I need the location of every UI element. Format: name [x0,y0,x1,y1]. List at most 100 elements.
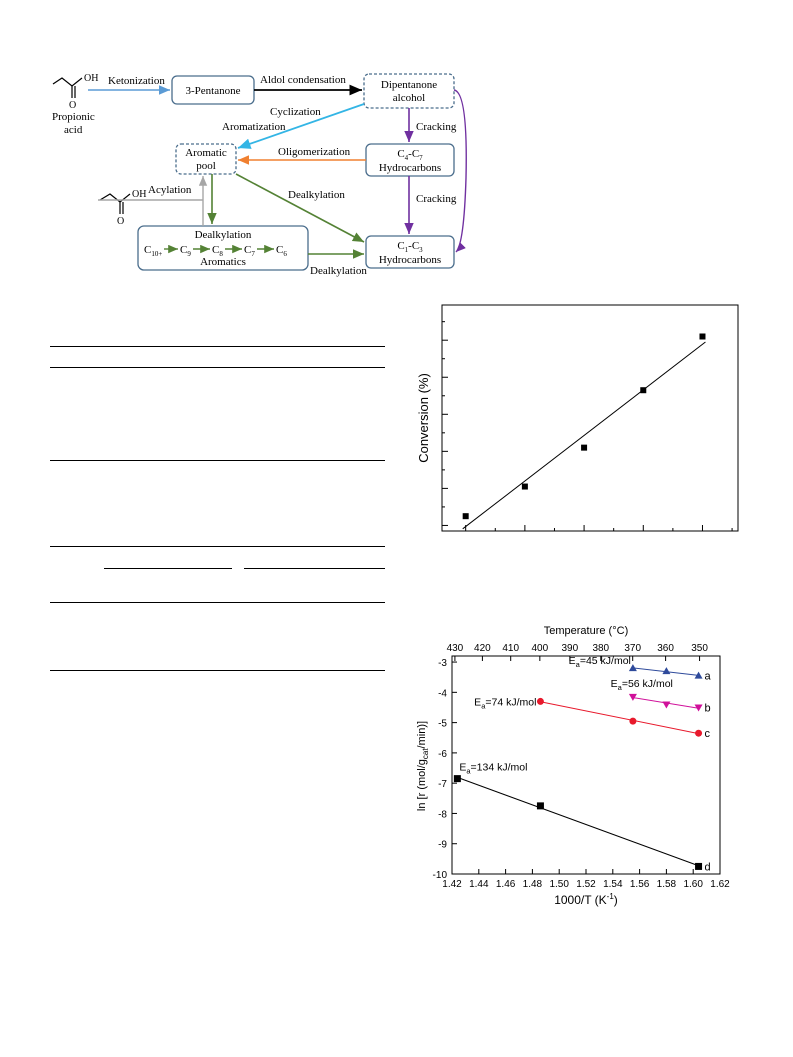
series-d-point [453,775,461,783]
series-b-point [662,701,671,709]
cyclization-arrow [237,103,365,149]
ketonization-label: Ketonization [108,75,165,87]
cyclization-label: Cyclization [270,106,321,118]
c1c3-box [365,235,455,269]
acylation-label: Acylation [148,184,192,196]
y-tick-label: -3 [438,658,447,669]
aromatic-pool-label-1: Aromatic [185,147,227,159]
series-c-point [536,697,544,705]
o-label: O [69,100,76,111]
table1-bottom-rule [50,460,385,461]
propionic-acid-label-2: acid [64,124,83,136]
aromatization-label: Aromatization [222,121,286,133]
top-tick-label: 380 [592,643,609,654]
dealkylation-diag-label: Dealkylation [288,189,345,201]
propionic-acid-structure-2 [99,193,131,214]
conversion-points [462,333,706,520]
svg-text:C6: C6 [276,244,287,258]
series-b-label: b [705,702,711,714]
top-tick-label: 430 [447,643,464,654]
x-tick-label: 1.56 [630,879,650,890]
series-c-ea-label: Ea=74 kJ/mol [474,696,536,710]
table1-top-rule [50,346,385,347]
cracking-curve-arrow [453,89,467,253]
aldol-label: Aldol condensation [260,74,346,86]
temperature-axis-label: Temperature (°C) [544,625,628,637]
dealkylation-diag-arrow [235,173,365,243]
data-point [462,513,469,520]
arrhenius-series: a b c d Ea=45 kJ/mol Ea=56 kJ/mol Ea=74 kJ/mol… [453,655,712,873]
x-tick-label: 1.54 [603,879,623,890]
series-b-point [628,693,637,701]
series-b: b [628,693,711,714]
data-point [521,483,528,490]
series-c-fit [540,701,699,735]
y-tick-label: -4 [438,688,447,699]
x-tick-label: 1.42 [442,879,462,890]
top-tick-label: 360 [657,643,674,654]
data-point [699,333,706,340]
aromatic-pool-label-2: pool [196,160,216,172]
series-d-fit [457,776,699,867]
c1c3-label-1: C1-C3 [397,240,423,254]
series-a-label: a [705,671,712,683]
series-a: a [628,664,712,683]
table1-header-rule [50,367,385,368]
reaction-scheme: OH O Propionic acid 3-Pentanone Dipentan… [52,73,467,277]
y-tick-label: -6 [438,749,447,760]
series-d-label: d [705,861,711,873]
svg-text:C7: C7 [244,244,255,258]
series-a-ea-label: Ea=45 kJ/mol [569,655,631,669]
table2-group-rule-2 [244,568,385,569]
aromatic-pool-box [175,143,237,175]
conversion-chart: Conversion (%) [416,304,739,532]
table2-group-rule-1 [104,568,232,569]
y-tick-label: -10 [433,870,448,881]
pentanone-label: 3-Pentanone [186,85,241,97]
x-tick-label: 1.62 [710,879,730,890]
propionic-acid-structure [52,77,83,98]
conversion-fit-line [462,341,706,530]
series-d: d [453,775,711,873]
data-point [581,444,588,451]
svg-text:C8: C8 [212,244,223,258]
conversion-plot-frame [441,304,739,532]
propionic-acid-label-1: Propionic [52,111,95,123]
x-tick-label: 1.58 [657,879,677,890]
series-c-point [629,717,637,725]
dealkylation-top-label: Dealkylation [195,229,252,241]
conversion-ylabel: Conversion (%) [416,373,431,463]
x-tick-label: 1.44 [469,879,489,890]
top-tick-label: 350 [691,643,708,654]
aromatics-label: Aromatics [200,256,246,268]
y-tick-label: -5 [438,719,447,730]
aromatics-chain: C10+ C9 C8 C7 C6 [144,244,287,258]
series-b-ea-label: Ea=56 kJ/mol [611,678,673,692]
series-d-point [536,802,544,810]
y-tick-label: -7 [438,779,447,790]
arrhenius-ylabel: ln [r (mol/gcat/min)] [416,721,430,811]
series-b-point [694,704,703,712]
table2-top-rule [50,546,385,547]
arrhenius-xlabel: 1000/T (K-1) [554,892,618,907]
top-tick-label: 390 [562,643,579,654]
cracking-label-1: Cracking [416,121,457,133]
series-c: c [536,697,711,740]
x-tick-label: 1.52 [576,879,596,890]
c4c7-label-2: Hydrocarbons [379,162,441,174]
arrhenius-chart: Temperature (°C) ln [r (mol/gcat/min)] 1… [416,625,730,907]
fit-line [462,341,706,530]
top-tick-label: 420 [474,643,491,654]
data-point [640,387,647,394]
series-a-point [694,671,703,679]
series-d-ea-label: Ea=134 kJ/mol [459,762,527,776]
series-a-point [628,664,637,672]
c4c7-label-1: C4-C7 [397,148,423,162]
series-c-point [695,729,703,737]
series-a-point [662,667,671,675]
oh-label-2: OH [132,189,146,200]
oligomerization-label: Oligomerization [278,146,351,158]
dealkylation-bottom-label: Dealkylation [310,265,367,277]
cracking-label-2: Cracking [416,193,457,205]
x-tick-label: 1.60 [683,879,703,890]
